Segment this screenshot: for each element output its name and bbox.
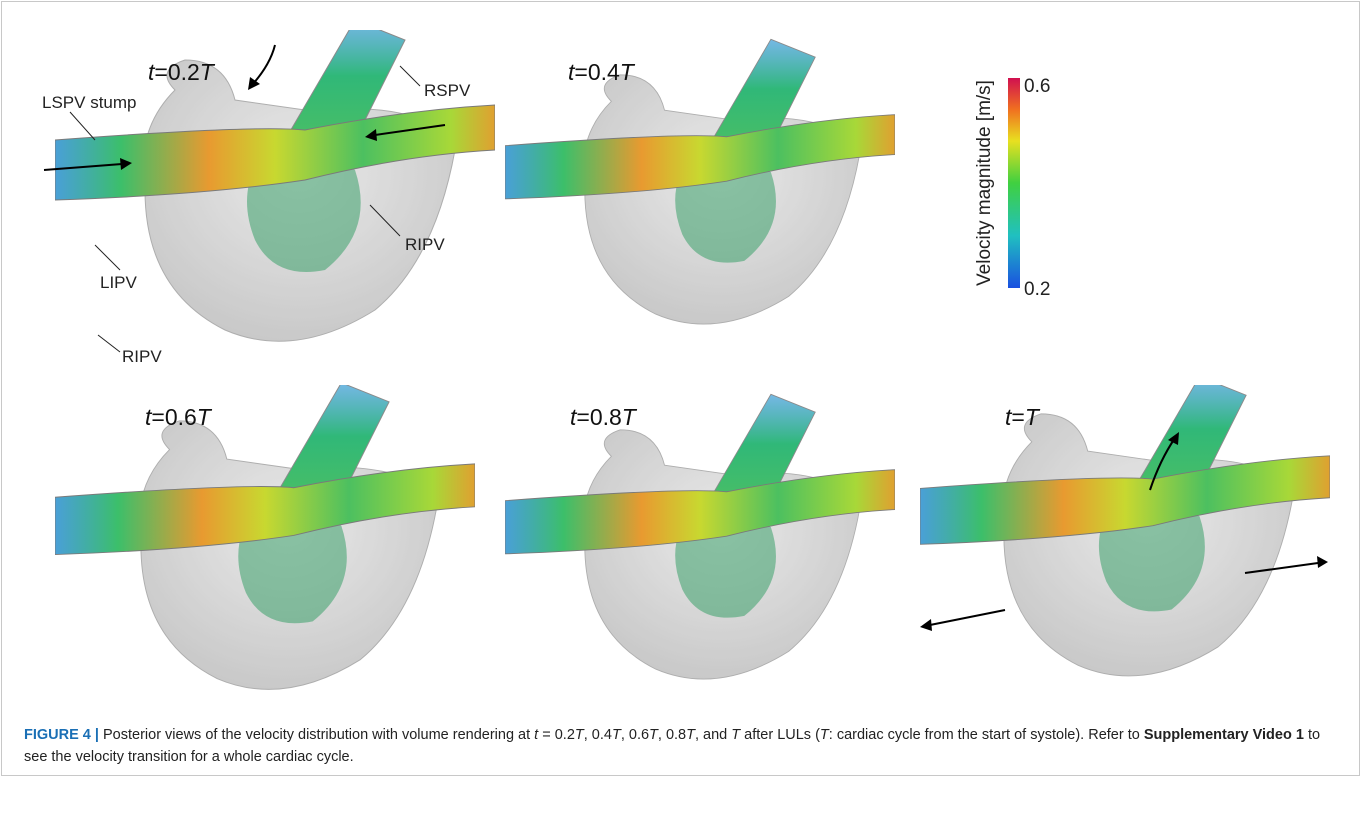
panel-label: t=T [1005, 404, 1041, 430]
annotation: LIPV [100, 273, 138, 292]
panel-label: t=0.6T [145, 404, 213, 430]
caption-text: T [649, 727, 658, 743]
label-part: T [622, 404, 638, 430]
caption-text: = 0.2 [538, 727, 575, 743]
caption-text: , 0.6 [621, 727, 649, 743]
caption: FIGURE 4 | Posterior views of the veloci… [24, 724, 1334, 768]
rendering [55, 20, 495, 341]
annotation: RIPV [122, 347, 162, 366]
label-part: = [1011, 404, 1024, 430]
label-part: T [620, 59, 636, 85]
caption-text: after LULs ( [740, 727, 820, 743]
label-part: =0.6 [151, 404, 196, 430]
panel-label: t=0.2T [148, 59, 216, 85]
colorbar-max: 0.6 [1024, 76, 1050, 97]
annotation: RSPV [424, 81, 471, 100]
caption-text: , 0.4 [584, 727, 612, 743]
label-part: =0.8 [576, 404, 621, 430]
caption-text: FIGURE 4 | [24, 727, 99, 743]
panel-label: t=0.4T [568, 59, 636, 85]
arrow [252, 45, 275, 85]
colorbar [1008, 78, 1020, 288]
label-part: T [197, 404, 213, 430]
label-part: =0.4 [574, 59, 620, 85]
annotation: LSPV stump [42, 93, 137, 112]
caption-text: T [820, 727, 829, 743]
colorbar-title: Velocity magnitude [m/s] [974, 80, 995, 286]
rendering [55, 383, 475, 690]
caption-text: Posterior views of the velocity distribu… [99, 727, 534, 743]
figure: t=0.2T t=0.4T t=0.6T t=0.8T t=T LSPV stump RSP… [0, 0, 1363, 720]
caption-text: T [612, 727, 621, 743]
rendering [505, 39, 895, 324]
colorbar-min: 0.2 [1024, 279, 1050, 300]
caption-text: T [731, 727, 740, 743]
label-part: =0.2 [154, 59, 199, 85]
caption-text: Supplementary Video 1 [1144, 727, 1304, 743]
caption-text: , and [695, 727, 731, 743]
caption-text: T [686, 727, 695, 743]
rendering [920, 377, 1330, 676]
label-part: T [200, 59, 216, 85]
rendering [505, 394, 895, 679]
caption-text: : cardiac cycle from the start of systol… [829, 727, 1144, 743]
label-part: T [1025, 404, 1041, 430]
page: { "panels": [ {"label": ["t", "=0.2", "T… [0, 0, 1363, 816]
annotation: RIPV [405, 235, 445, 254]
arrow [930, 610, 1005, 625]
caption-text: T [575, 727, 584, 743]
panel-label: t=0.8T [570, 404, 638, 430]
caption-text: , 0.8 [658, 727, 686, 743]
